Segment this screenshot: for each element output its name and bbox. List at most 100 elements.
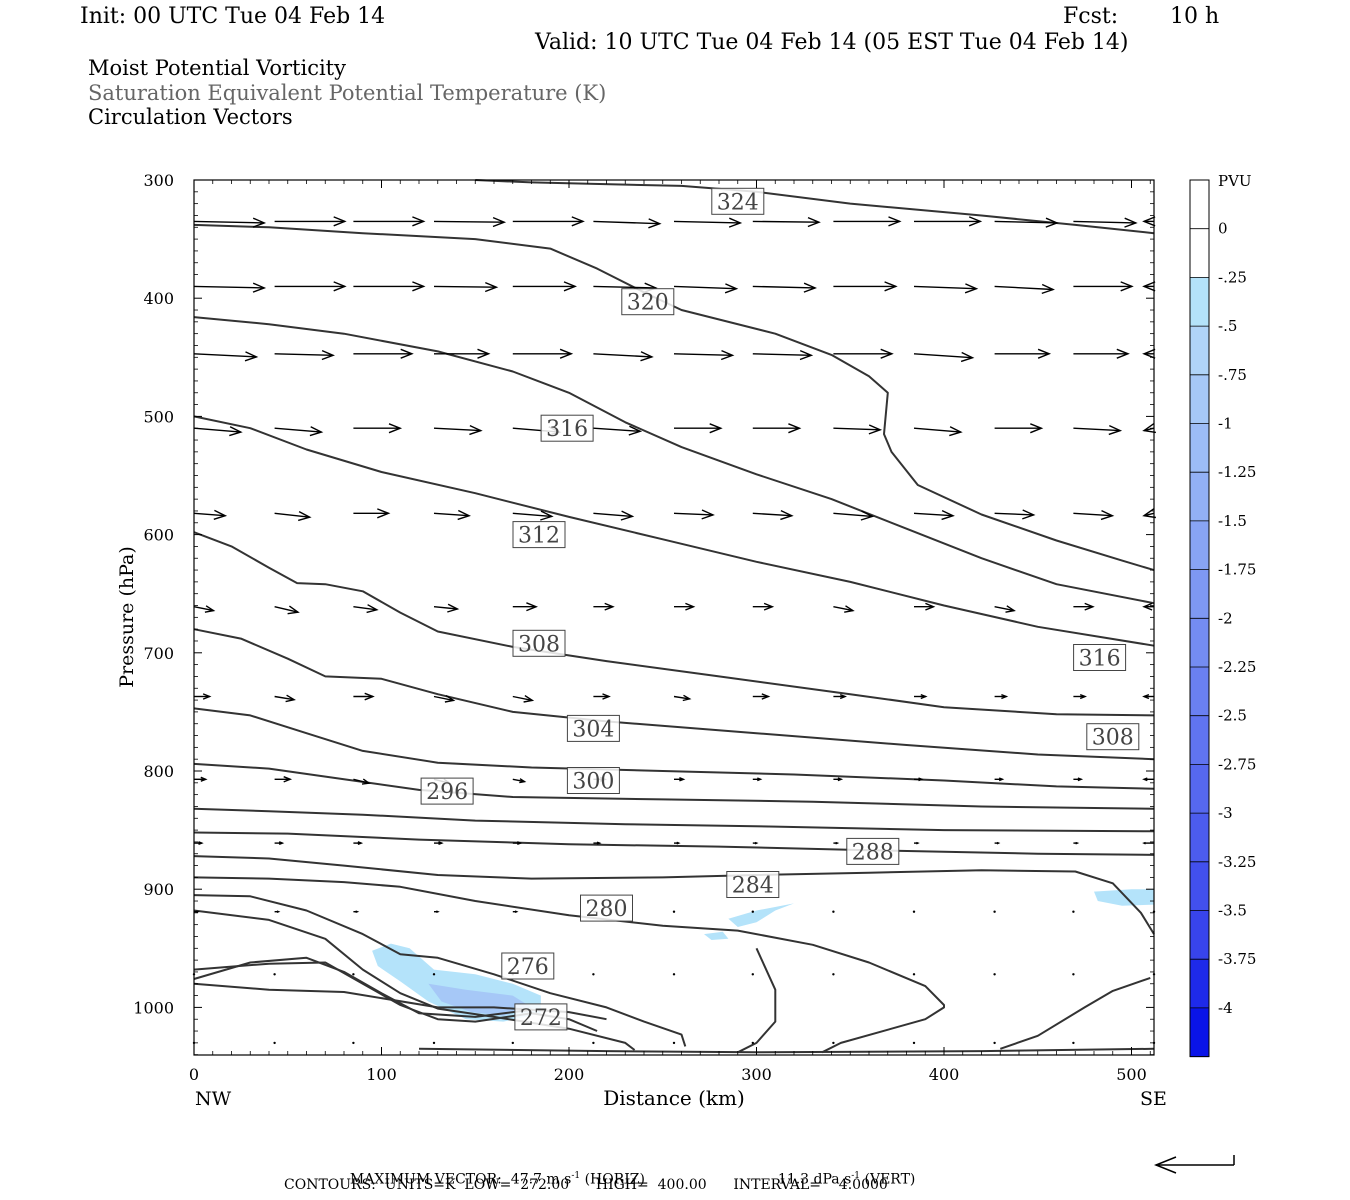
mpv-shading-layer	[372, 889, 1154, 1022]
vector-head	[252, 282, 267, 293]
vector-head	[620, 510, 635, 521]
vector-head	[213, 509, 228, 520]
contour-label-5: 304	[572, 717, 614, 742]
vector-shaft	[274, 427, 322, 433]
vector-point	[832, 973, 835, 976]
vector-head	[676, 841, 681, 845]
max-horiz-superscript: -1	[571, 1171, 581, 1181]
vector-shaft	[193, 353, 257, 358]
vector-head	[837, 777, 844, 782]
max-vector-label: MAXIMUM VECTOR:	[349, 1171, 502, 1188]
colorbar-band-14	[1190, 861, 1209, 911]
colorbar-tick-label: -3.5	[1218, 902, 1247, 920]
contour-label-box-0	[711, 187, 765, 215]
vector-shaft	[913, 285, 977, 290]
vector-head	[949, 426, 963, 437]
vector-head	[244, 351, 259, 362]
vector-point	[912, 973, 916, 976]
vector-point	[993, 1041, 996, 1045]
vector-shaft	[833, 512, 873, 518]
vector-shaft	[752, 220, 820, 223]
vector-head	[648, 218, 662, 229]
y-tick-label: 800	[143, 762, 174, 781]
vector-point	[993, 973, 996, 976]
vector-head	[484, 281, 499, 293]
contour-line-11	[193, 876, 945, 1054]
y-tick-label: 900	[143, 880, 174, 899]
vector-point	[912, 910, 916, 913]
colorbar-band-17	[1190, 1007, 1209, 1058]
contour-label-9: 284	[732, 874, 774, 899]
colorbar-tick-label: -1.75	[1218, 561, 1256, 579]
vector-head	[640, 351, 654, 362]
vector-shaft	[673, 285, 737, 290]
vector-head	[283, 776, 293, 783]
vector-head	[388, 423, 403, 434]
max-vector-line: MAXIMUM VECTOR: 47.7 m s-1 (HORIZ)	[341, 1158, 645, 1187]
x-end-label-nw: NW	[195, 1088, 232, 1110]
vector-shaft	[193, 285, 265, 289]
x-tick-label: 200	[554, 1065, 585, 1084]
vector-shaft	[274, 695, 295, 701]
vector-head	[960, 351, 975, 363]
colorbar-tick-label: -1.5	[1218, 512, 1247, 530]
vector-head	[364, 692, 375, 701]
vector-head	[925, 602, 936, 611]
vector-head	[321, 349, 335, 361]
vector-head	[1142, 348, 1156, 359]
vector-shaft	[433, 285, 497, 288]
vector-shaft	[752, 285, 816, 289]
vector-point	[352, 973, 355, 976]
vector-head	[839, 693, 847, 700]
vector-head	[514, 910, 519, 913]
contour-line-12	[193, 894, 687, 1047]
colorbar-tick-label: -1	[1218, 415, 1233, 433]
vector-head	[1120, 281, 1134, 292]
vector-shaft	[593, 512, 633, 518]
colorbar-tick-label: -4	[1218, 999, 1233, 1017]
y-tick-label: 600	[143, 526, 174, 545]
vector-head	[1022, 509, 1036, 520]
vector-shaft	[512, 695, 533, 702]
vector-head	[1142, 841, 1146, 845]
vector-head	[1142, 281, 1156, 292]
vector-head	[685, 602, 696, 611]
forecast-label: Fcst:	[1063, 4, 1119, 29]
vector-head	[477, 348, 491, 359]
vector-point	[672, 973, 676, 976]
vector-point	[273, 973, 276, 976]
vector-point	[672, 1041, 676, 1045]
vector-shaft	[994, 220, 1058, 224]
colorbar-band-12	[1190, 764, 1209, 814]
contour-line-5	[193, 628, 1155, 761]
contour-label-1: 320	[627, 291, 669, 316]
vector-shaft	[593, 427, 641, 432]
vector-point	[1072, 910, 1075, 913]
vector-head	[278, 841, 285, 846]
vector-head	[229, 426, 243, 437]
contour-line-10	[193, 855, 1155, 935]
vector-head	[1142, 216, 1156, 227]
vector-head	[780, 509, 794, 521]
colorbar-band-5	[1190, 423, 1209, 473]
valid-time: Valid: 10 UTC Tue 04 Feb 14 (05 EST Tue …	[535, 30, 1129, 55]
field-title-theta-es: Saturation Equivalent Potential Temperat…	[88, 81, 607, 105]
mpv-region-3	[704, 931, 729, 940]
colorbar-band-15	[1190, 910, 1209, 960]
vector-head	[807, 216, 821, 228]
reference-vector-icon	[1153, 1155, 1235, 1174]
contour-line-6	[193, 707, 1155, 790]
vector-point	[592, 1041, 595, 1045]
vector-head	[1037, 348, 1052, 359]
vector-shaft	[433, 606, 458, 610]
vector-head	[996, 841, 1001, 845]
contour-label-box-4	[512, 629, 566, 657]
vector-shaft	[673, 695, 690, 700]
vector-head	[400, 348, 414, 359]
max-horiz-unit: (HORIZ)	[584, 1171, 645, 1188]
vector-shaft	[833, 606, 854, 612]
vector-head	[709, 423, 723, 434]
vector-shaft	[193, 512, 226, 517]
vector-head	[998, 777, 1005, 782]
